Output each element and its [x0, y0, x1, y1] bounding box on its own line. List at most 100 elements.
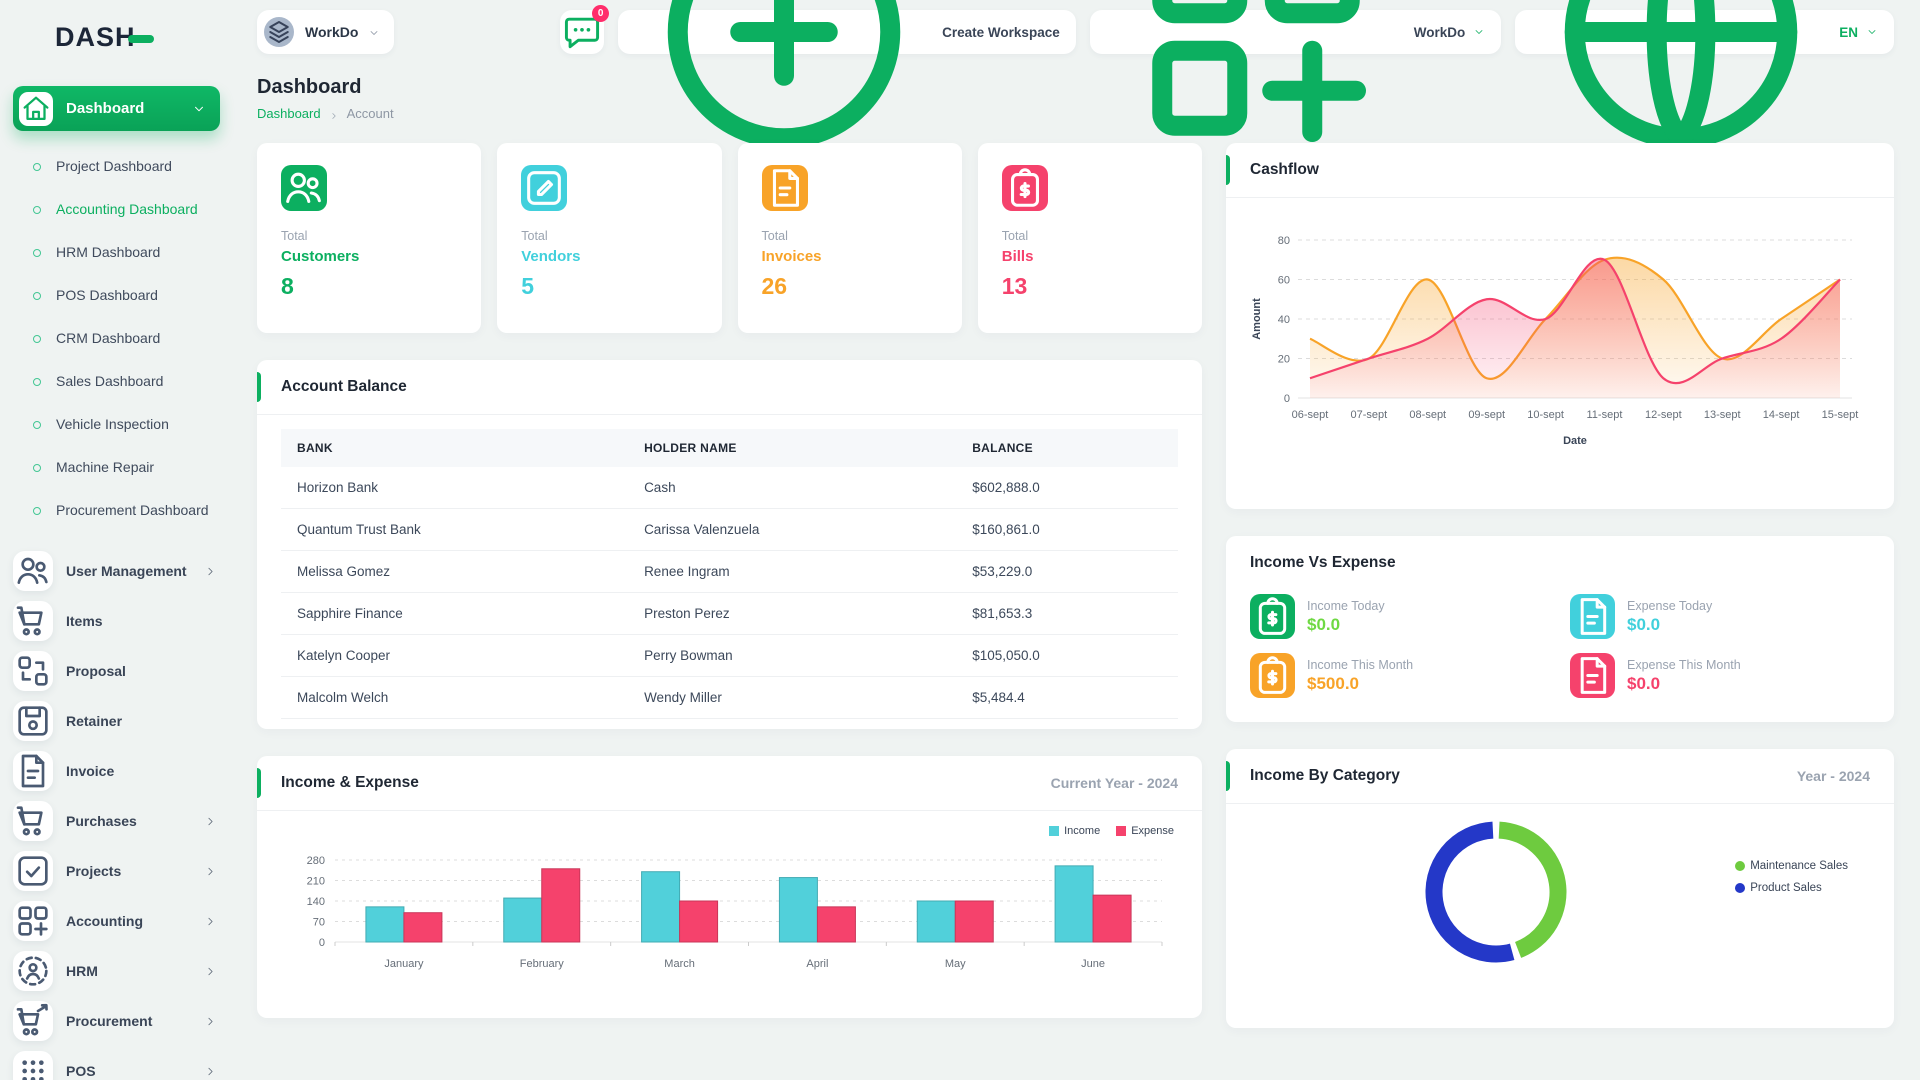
sidebar-item-accounting-dashboard[interactable]: Accounting Dashboard — [0, 188, 233, 231]
svg-text:January: January — [384, 958, 424, 970]
sidebar-item-procurement-dashboard[interactable]: Procurement Dashboard — [0, 489, 233, 532]
table-cell: Katelyn Cooper — [281, 634, 629, 677]
table-cell: $602,888.0 — [956, 467, 1178, 509]
language-selector[interactable]: EN — [1515, 0, 1894, 149]
table-row[interactable]: Sapphire Finance Preston Perez $81,653.3 — [281, 592, 1178, 635]
svg-text:0: 0 — [1284, 393, 1290, 405]
sidebar-item-items[interactable]: Items — [0, 596, 233, 646]
content-grid: Total Customers 8 Total Vendors 5 Total Invoice… — [257, 143, 1894, 1028]
column-header-bank: BANK — [281, 429, 629, 467]
legend-item-product-sales[interactable]: Product Sales — [1735, 882, 1848, 894]
sidebar-item-user-management[interactable]: User Management — [0, 546, 233, 596]
stats-row: Total Customers 8 Total Vendors 5 Total Invoice… — [257, 143, 1202, 333]
company-menu-button[interactable]: WorkDo — [1089, 0, 1502, 142]
svg-text:14-sept: 14-sept — [1763, 409, 1800, 421]
stat-card-invoices[interactable]: Total Invoices 26 — [737, 143, 962, 333]
sidebar-item-crm-dashboard[interactable]: CRM Dashboard — [0, 317, 233, 360]
income-vs-expense-grid: Income Today $0.0 Expense Today $0.0 Income … — [1226, 590, 1894, 722]
table-cell: Sapphire Finance — [281, 592, 629, 635]
sidebar-item-label: Accounting — [66, 913, 143, 929]
sidebar-item-hrm-dashboard[interactable]: HRM Dashboard — [0, 231, 233, 274]
account-balance-header: Account Balance — [257, 360, 1202, 415]
legend-item-expense[interactable]: Expense — [1116, 825, 1174, 837]
workspace-avatar — [264, 17, 294, 47]
ive-label: Expense This Month — [1627, 657, 1741, 672]
sidebar-item-procurement[interactable]: Procurement — [0, 996, 233, 1046]
income-by-category-donut-chart[interactable] — [1416, 812, 1576, 972]
cashflow-header: Cashflow — [1226, 143, 1894, 198]
sidebar-item-machine-repair[interactable]: Machine Repair — [0, 446, 233, 489]
stat-label: Vendors — [521, 248, 581, 265]
legend-swatch — [1735, 883, 1746, 893]
income-by-category-header: Income By Category Year - 2024 — [1226, 749, 1894, 804]
bar-chart-wrap: 0 70 140 210 280 January February March April May… — [257, 837, 1202, 1018]
sidebar-item-retainer[interactable]: Retainer — [0, 696, 233, 746]
svg-text:March: March — [664, 958, 695, 970]
sidebar-item-projects[interactable]: Projects — [0, 846, 233, 896]
workspace-switcher[interactable]: WorkDo — [257, 10, 395, 54]
projects-icon — [13, 851, 53, 891]
cashflow-chart-wrap: 0 20 40 60 80 06-sept 07-sept 08-sept 09-sept 10-… — [1226, 198, 1894, 509]
page-head: Dashboard Dashboard Account — [257, 76, 1894, 121]
sidebar-item-label: POS Dashboard — [56, 287, 158, 303]
sidebar-item-label: User Management — [66, 563, 187, 579]
table-row[interactable]: Malcolm Welch Wendy Miller $5,484.4 — [281, 676, 1178, 719]
sidebar-item-invoice[interactable]: Invoice — [0, 746, 233, 796]
table-cell: $160,861.0 — [956, 508, 1178, 551]
svg-text:Amount: Amount — [1251, 298, 1263, 340]
table-row[interactable]: Melissa Gomez Renee Ingram $53,229.0 — [281, 550, 1178, 593]
chevron-right-icon — [204, 1015, 217, 1028]
create-workspace-button[interactable]: Create Workspace — [618, 0, 1076, 149]
svg-text:13-sept: 13-sept — [1704, 409, 1741, 421]
table-row[interactable]: Katelyn Cooper Perry Bowman $105,050.0 — [281, 634, 1178, 677]
stat-card-bills[interactable]: Total Bills 13 — [977, 143, 1202, 333]
table-header-row: BANK HOLDER NAME BALANCE — [281, 429, 1178, 467]
sidebar-item-label: HRM — [66, 963, 98, 979]
proposal-icon — [13, 651, 53, 691]
sidebar-item-purchases[interactable]: Purchases — [0, 796, 233, 846]
card-title: Income & Expense — [281, 774, 419, 791]
sidebar-item-vehicle-inspection[interactable]: Vehicle Inspection — [0, 403, 233, 446]
legend-item-income[interactable]: Income — [1049, 825, 1100, 837]
sidebar-item-project-dashboard[interactable]: Project Dashboard — [0, 145, 233, 188]
income-expense-bar-chart[interactable]: 0 70 140 210 280 January February March April May… — [277, 847, 1172, 997]
sidebar-item-label: Dashboard — [66, 100, 145, 117]
table-cell: Cash — [628, 467, 957, 509]
sidebar-item-proposal[interactable]: Proposal — [0, 646, 233, 696]
ive-value: $0.0 — [1627, 673, 1661, 693]
sidebar-item-label: Proposal — [66, 663, 126, 679]
ive-value: $0.0 — [1627, 614, 1661, 634]
svg-text:20: 20 — [1278, 354, 1290, 366]
legend-label: Product Sales — [1750, 882, 1822, 894]
sidebar-item-pos-dashboard[interactable]: POS Dashboard — [0, 274, 233, 317]
stat-card-customers[interactable]: Total Customers 8 — [257, 143, 482, 333]
sidebar-item-label: HRM Dashboard — [56, 244, 161, 260]
breadcrumb-dashboard-link[interactable]: Dashboard — [257, 106, 321, 121]
legend-item-maintenance-sales[interactable]: Maintenance Sales — [1735, 860, 1848, 872]
cashflow-card: Cashflow 0 20 40 60 80 06-sept 07-sept 08-sept 0… — [1226, 143, 1894, 509]
sidebar-item-pos[interactable]: POS — [0, 1046, 233, 1080]
sidebar-item-hrm[interactable]: HRM — [0, 946, 233, 996]
donut-chart-area: Maintenance Sales Product Sales — [1226, 804, 1894, 1024]
brand-logo[interactable]: DASH — [0, 20, 233, 54]
breadcrumb-current: Account — [346, 106, 394, 121]
sidebar-item-sales-dashboard[interactable]: Sales Dashboard — [0, 360, 233, 403]
stat-card-vendors[interactable]: Total Vendors 5 — [497, 143, 722, 333]
svg-text:June: June — [1081, 958, 1105, 970]
messages-button[interactable]: 0 — [560, 5, 610, 54]
card-title: Income Vs Expense — [1250, 554, 1396, 571]
chevron-right-icon — [204, 965, 217, 978]
table-row[interactable]: Horizon Bank Cash $602,888.0 — [281, 467, 1178, 509]
ive-label: Income This Month — [1307, 657, 1414, 672]
table-row[interactable]: Quantum Trust Bank Carissa Valenzuela $160… — [281, 508, 1178, 551]
filetext-icon — [1570, 594, 1615, 639]
procurement-icon — [13, 1001, 53, 1041]
bullet-icon — [33, 248, 41, 257]
cashflow-area-chart[interactable]: 0 20 40 60 80 06-sept 07-sept 08-sept 09-sept 10-… — [1246, 222, 1866, 488]
sidebar-item-accounting[interactable]: Accounting — [0, 896, 233, 946]
chevron-down-icon — [368, 26, 380, 38]
sidebar-item-dashboard[interactable]: Dashboard — [13, 86, 220, 131]
sidebar-item-label: Machine Repair — [56, 459, 155, 475]
chevron-down-icon — [1473, 26, 1485, 38]
